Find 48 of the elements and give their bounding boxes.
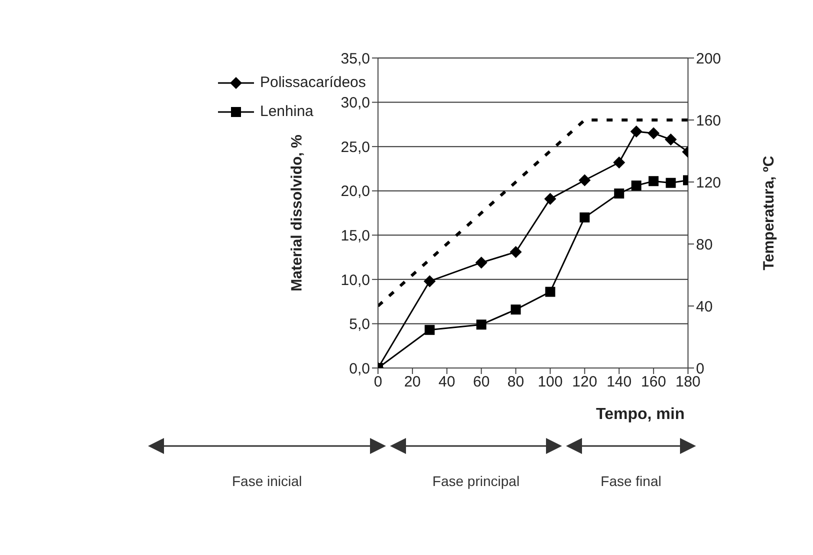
point xyxy=(664,133,677,146)
y2-tick-label: 200 xyxy=(696,50,722,68)
y-tick-label: 0,0 xyxy=(349,360,370,378)
x-tick-label: 100 xyxy=(538,374,563,391)
point xyxy=(630,126,642,138)
x-tick-label: 0 xyxy=(374,374,382,391)
y2-tick-label: 40 xyxy=(696,298,713,316)
point xyxy=(613,156,626,169)
point xyxy=(648,176,659,186)
text: Fase principal xyxy=(431,473,521,489)
point xyxy=(578,174,591,186)
point xyxy=(476,320,486,330)
point xyxy=(580,212,590,222)
x-tick-label: 80 xyxy=(507,374,524,391)
y-tick-label: 15,0 xyxy=(340,227,370,244)
point xyxy=(424,324,435,335)
point xyxy=(510,304,521,315)
point xyxy=(510,246,522,258)
point xyxy=(545,286,556,297)
x-tick-label: 20 xyxy=(404,374,421,391)
y-tick-label: 35,0 xyxy=(340,50,370,68)
point xyxy=(544,192,556,205)
y-tick-label: 10,0 xyxy=(340,272,370,289)
legend-label: Lenhina xyxy=(260,103,314,120)
point xyxy=(475,256,488,269)
legend-label: Polissacarídeos xyxy=(260,74,366,91)
y-tick-label: 30,0 xyxy=(340,94,370,112)
x-tick-label: 40 xyxy=(438,374,456,391)
text: Fase final xyxy=(600,473,662,489)
y-tick-label: 20,0 xyxy=(340,183,370,200)
point xyxy=(648,127,660,140)
text: Fase inicial xyxy=(230,473,304,489)
x-tick-label: 120 xyxy=(572,374,598,391)
point xyxy=(424,275,436,288)
y2-tick-label: 80 xyxy=(696,236,713,254)
y2-tick-label: 120 xyxy=(696,174,722,192)
x-tick-label: 140 xyxy=(606,374,632,391)
y2-axis-title: Temperatura, ºC xyxy=(760,156,778,270)
y-axis-title: Material dissolvido, % xyxy=(288,134,306,292)
point xyxy=(631,180,642,191)
point xyxy=(614,188,624,199)
x-tick-label: 160 xyxy=(641,374,666,391)
point xyxy=(666,178,676,188)
x-axis-title: Tempo, min xyxy=(596,406,685,424)
y-tick-label: 25,0 xyxy=(340,138,370,156)
y-tick-label: 5,0 xyxy=(349,316,370,334)
y2-tick-label: 160 xyxy=(696,112,722,130)
x-tick-label: 60 xyxy=(472,374,490,391)
